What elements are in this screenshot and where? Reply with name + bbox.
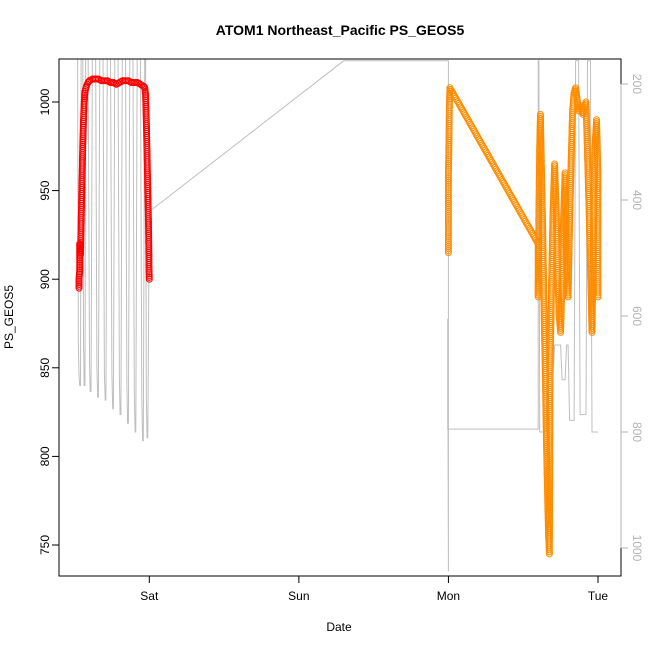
background-line-layer: [77, 59, 598, 572]
data-point-series-2: [594, 289, 602, 297]
data-point-series-2: [469, 124, 476, 132]
x-tick-label: Sat: [140, 589, 159, 603]
data-point-series-2: [458, 105, 466, 113]
data-point-series-2: [525, 224, 533, 232]
data-point-series-2: [522, 219, 530, 227]
y2-tick-label: 200: [630, 74, 644, 94]
data-point-series-2: [523, 221, 531, 229]
data-point-series-2: [481, 146, 489, 154]
data-point-series-2: [512, 200, 520, 208]
x-axis-label: Date: [326, 620, 352, 634]
y-tick-label: 950: [38, 180, 52, 200]
data-point-series-2: [499, 177, 507, 185]
data-point-series-2: [492, 165, 500, 173]
data-point-series-2: [472, 131, 480, 139]
data-point-series-1: [145, 275, 153, 283]
data-point-series-2: [457, 103, 465, 111]
data-point-series-2: [475, 136, 483, 144]
data-point-series-2: [520, 216, 528, 223]
points-layer: [75, 75, 602, 558]
background-series-line: [77, 59, 598, 572]
data-point-series-2: [506, 190, 514, 197]
data-point-series-2: [453, 96, 461, 104]
data-point-series-2: [526, 226, 534, 234]
data-point-series-2: [498, 176, 506, 184]
data-point-series-2: [489, 160, 497, 168]
data-point-series-2: [486, 155, 494, 163]
x-tick-label: Mon: [437, 589, 460, 603]
y2-tick-label: 400: [630, 190, 644, 210]
y2-tick-label: 800: [630, 422, 644, 442]
y2-tick-label: 1000: [630, 535, 644, 562]
data-point-series-2: [594, 291, 602, 299]
data-point-series-2: [448, 87, 456, 95]
data-point-series-2: [447, 86, 455, 94]
data-point-series-2: [467, 120, 474, 128]
y-axis-label: PS_GEOS5: [2, 285, 16, 349]
data-point-series-2: [493, 167, 501, 175]
y-tick-label: 800: [38, 446, 52, 466]
data-point-series-2: [477, 139, 485, 147]
x-tick-label: Tue: [588, 589, 609, 603]
data-point-series-2: [496, 172, 504, 180]
data-point-series-2: [514, 203, 522, 211]
data-point-series-2: [471, 129, 479, 137]
data-point-series-2: [502, 183, 510, 191]
x-axis: Sat Sun Mon Tue: [140, 575, 609, 603]
chart-title: ATOM1 Northeast_Pacific PS_GEOS5: [216, 22, 465, 38]
data-point-series-2: [483, 150, 491, 158]
data-point-series-2: [464, 115, 472, 123]
data-point-series-2: [454, 98, 462, 106]
x-tick-label: Sun: [288, 589, 309, 603]
data-point-series-2: [461, 110, 469, 118]
data-point-series-2: [487, 157, 495, 165]
data-point-series-2: [517, 209, 524, 217]
y-axis-left: 750 800 850 900 950 1000: [38, 88, 60, 555]
data-point-series-2: [511, 198, 519, 206]
data-point-series-2: [456, 101, 464, 109]
y-tick-label: 900: [38, 269, 52, 289]
y-tick-label: 1000: [38, 88, 52, 115]
data-point-series-2: [503, 184, 511, 192]
data-point-series-2: [594, 293, 602, 301]
data-point-series-2: [480, 145, 488, 152]
data-point-series-2: [501, 181, 509, 189]
data-point-series-2: [509, 195, 517, 203]
data-point-series-2: [518, 210, 525, 218]
data-point-series-2: [463, 113, 471, 121]
data-point-series-2: [466, 119, 473, 126]
data-point-series-2: [450, 91, 458, 99]
y-axis-right: 200 400 600 800 1000: [620, 74, 644, 562]
y-tick-label: 850: [38, 357, 52, 377]
y-tick-label: 750: [38, 535, 52, 555]
data-point-series-2: [508, 193, 516, 201]
data-point-series-2: [451, 93, 459, 100]
data-point-series-2: [478, 141, 486, 149]
y2-tick-label: 600: [630, 306, 644, 326]
